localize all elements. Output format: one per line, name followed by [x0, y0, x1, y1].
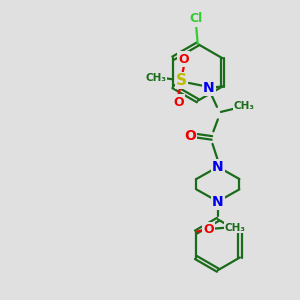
Text: N: N	[203, 81, 215, 95]
Text: CH₃: CH₃	[225, 223, 246, 232]
Text: O: O	[203, 223, 214, 236]
Text: Cl: Cl	[189, 12, 202, 25]
Text: O: O	[184, 129, 196, 143]
Text: N: N	[212, 160, 224, 174]
Text: N: N	[212, 194, 224, 208]
Text: S: S	[176, 73, 187, 88]
Text: O: O	[178, 52, 189, 66]
Text: O: O	[173, 96, 184, 109]
Text: CH₃: CH₃	[146, 73, 167, 83]
Text: CH₃: CH₃	[233, 101, 254, 111]
